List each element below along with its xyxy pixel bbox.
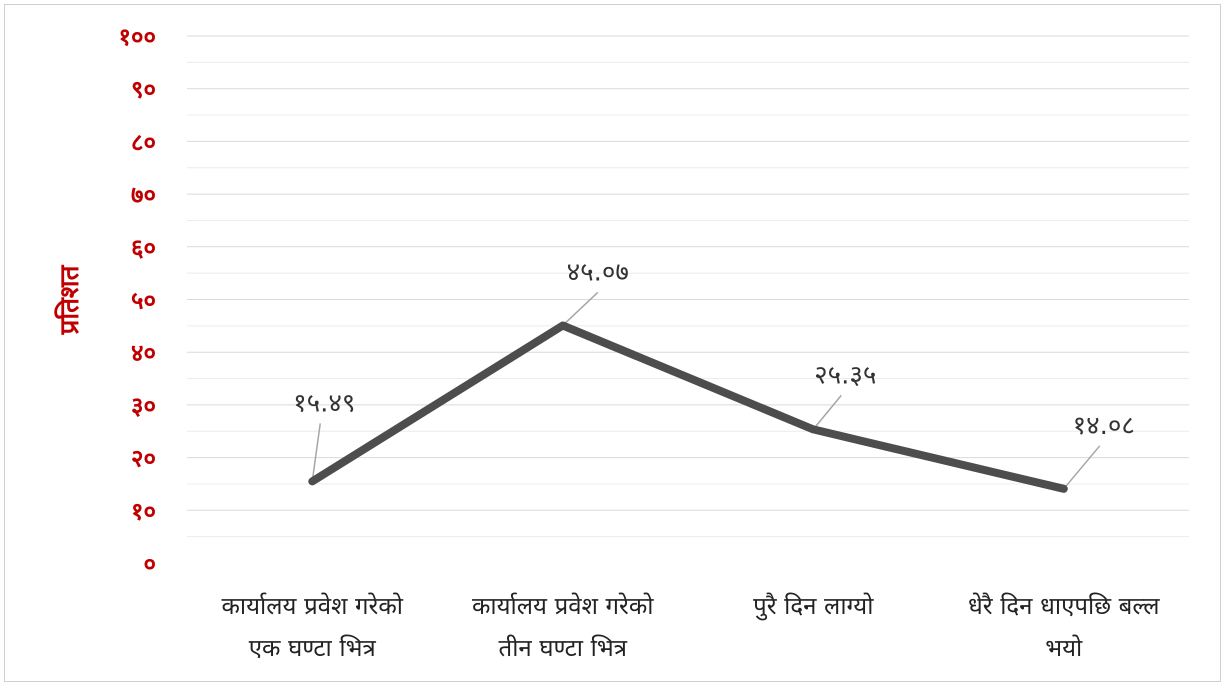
data-labels: १५.४९ ४५.०७ २५.३५ १४.०८ [293,257,1135,440]
data-label: २५.३५ [814,360,876,390]
gridlines [187,35,1189,538]
y-tick-label: ६० [131,234,156,262]
y-tick-label: २० [131,445,156,473]
y-tick-label: १०० [119,23,156,51]
y-tick-label: १० [131,497,156,525]
data-label-leader [562,291,599,327]
y-tick-label: ८० [131,128,156,156]
x-tick-label: कार्यालय प्रवेश गरेको तीन घण्टा भित्र [472,592,654,662]
data-label: ४५.०७ [567,257,629,287]
y-tick-label: ९० [131,76,156,104]
y-axis-label: प्रतिशत [54,264,85,335]
data-label-leader [311,423,321,482]
y-tick-label: ० [144,550,156,578]
x-tick-label: कार्यालय प्रवेश गरेको एक घण्टा भित्र [221,592,403,662]
x-axis-ticks: कार्यालय प्रवेश गरेको एक घण्टा भित्र कार्य… [221,592,1160,662]
y-tick-label: ४० [131,339,156,367]
series-line [308,321,1068,493]
data-label: १४.०८ [1073,411,1135,441]
y-tick-label: ३० [131,392,156,420]
data-label-leader [812,394,842,430]
x-tick-label: धेरै दिन धाएपछि बल्ल भयो [968,592,1160,662]
data-label-leader [1063,445,1101,490]
data-label-leaders [311,291,1101,490]
data-label: १५.४९ [293,388,355,418]
y-tick-label: ७० [131,181,156,209]
y-axis-ticks: ० १० २० ३० ४० ५० ६० ७० ८० ९० १०० [119,23,156,578]
x-tick-label: पुरै दिन लाग्यो [753,592,874,621]
y-tick-label: ५० [131,287,156,315]
